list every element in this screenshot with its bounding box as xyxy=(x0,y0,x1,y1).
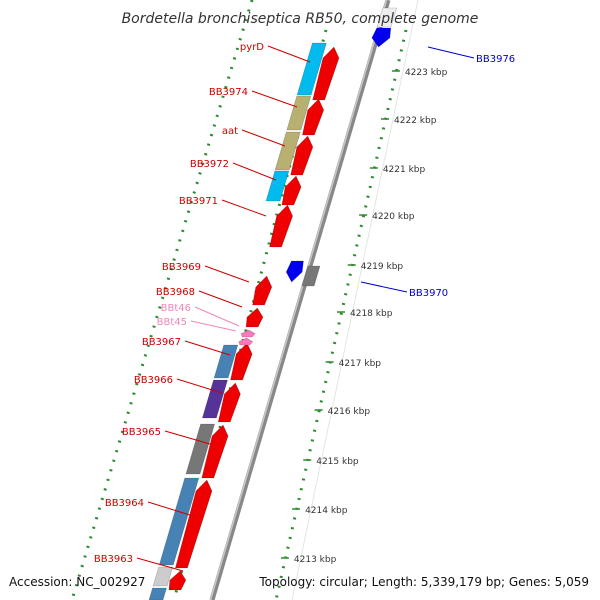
kbp-label: 4223 kbp xyxy=(405,68,448,78)
cds-arrow-bb3965 xyxy=(201,424,229,479)
cds-arrow-bb3963 xyxy=(168,570,187,591)
kbp-label: 4216 kbp xyxy=(328,407,371,417)
leader-line-bb3970 xyxy=(360,281,408,293)
leader-line-bbt45 xyxy=(190,320,237,332)
block-khaki-2 xyxy=(274,131,301,171)
block-purple-1 xyxy=(201,379,228,419)
block-cyan-1 xyxy=(296,42,327,96)
leader-line-bb3969 xyxy=(204,265,250,283)
backbone-line xyxy=(209,0,391,600)
kbp-label: 4214 kbp xyxy=(305,506,348,516)
gene-label-bb3970: BB3970 xyxy=(409,288,448,299)
gene-label-bb3974: BB3974 xyxy=(209,87,248,98)
leader-line-bb3976 xyxy=(427,46,475,59)
cds-arrow-aat xyxy=(290,135,314,176)
kbp-label: 4213 kbp xyxy=(294,555,337,565)
leader-line-bb3963 xyxy=(136,557,184,572)
cds-arrow-bb3971 xyxy=(269,204,293,248)
backbone-highlight xyxy=(209,0,388,600)
gene-label-bb3968: BB3968 xyxy=(156,287,195,298)
leader-line-bb3972 xyxy=(232,162,277,181)
cds-arrow-bb3966 xyxy=(217,382,241,423)
leader-line-bbt46 xyxy=(194,306,240,327)
genome-backbone xyxy=(209,0,391,600)
gene-label-bb3965: BB3965 xyxy=(122,427,161,438)
leader-line-bb3974 xyxy=(251,90,298,108)
cds-arrow-bb3964 xyxy=(174,479,213,569)
leader-line-bb3967 xyxy=(184,340,231,356)
gene-label-bb3964: BB3964 xyxy=(105,498,144,509)
leader-line-aat xyxy=(241,129,286,147)
block-steelblue-1 xyxy=(213,344,239,379)
leader-line-bb3971 xyxy=(221,199,267,217)
leader-line-bb3964 xyxy=(147,501,194,517)
cds-arrow-bb3970-blue xyxy=(285,260,304,283)
kbp-label: 4219 kbp xyxy=(361,262,404,272)
gene-label-bb3963: BB3963 xyxy=(94,554,133,565)
block-steelblue-3 xyxy=(148,587,167,600)
gene-label-bb3971: BB3971 xyxy=(179,196,218,207)
guide-line-outer-right xyxy=(291,0,419,600)
accession-text: Accession: NC_002927 xyxy=(9,575,145,589)
kbp-label: 4222 kbp xyxy=(394,116,437,126)
block-khaki-1 xyxy=(286,95,312,131)
rna-chevron-bbt45 xyxy=(238,337,254,346)
topology-text: Topology: circular; Length: 5,339,179 bp… xyxy=(258,575,589,589)
cds-arrow-bb3969 xyxy=(252,275,273,306)
leader-line-bb3965 xyxy=(164,430,211,445)
kbp-label: 4217 kbp xyxy=(339,359,382,369)
gene-label-bbt46: BBt46 xyxy=(161,303,191,314)
block-cyan-2 xyxy=(265,170,290,202)
block-lightgray-top xyxy=(376,7,398,28)
gene-label-bb3967: BB3967 xyxy=(142,337,181,348)
leader-line-bb3966 xyxy=(176,378,223,394)
kbp-label: 4221 kbp xyxy=(383,165,426,175)
label-leader-lines xyxy=(136,45,475,572)
kbp-label: 4215 kbp xyxy=(316,457,359,467)
block-gray-bb3970 xyxy=(301,265,321,287)
cds-arrow-bb3968 xyxy=(245,307,264,328)
gene-label-bb3966: BB3966 xyxy=(134,375,173,386)
cds-arrow-bb3974 xyxy=(302,98,325,136)
gene-label-bb3972: BB3972 xyxy=(190,159,229,170)
kbp-label: 4220 kbp xyxy=(372,212,415,222)
block-gray-1 xyxy=(185,423,216,475)
gene-label-aat: aat xyxy=(222,126,238,137)
gene-label-bbt45: BBt45 xyxy=(157,317,187,328)
rna-chevron-bbt46 xyxy=(240,329,256,338)
map-title: Bordetella bronchiseptica RB50, complete… xyxy=(122,11,479,27)
gene-label-pyrd: pyrD xyxy=(240,42,264,53)
leader-line-bb3968 xyxy=(198,290,243,308)
kbp-scale: 4223 kbp 4222 kbp 4221 kbp 4220 kbp 4219 kbp… xyxy=(280,68,448,565)
gene-label-bb3969: BB3969 xyxy=(162,262,201,273)
cds-arrow-bb3967 xyxy=(230,342,253,381)
kbp-label: 4218 kbp xyxy=(350,309,393,319)
cds-arrow-bb3972 xyxy=(281,175,302,206)
cds-arrow-bb3976 xyxy=(371,27,392,48)
block-steelblue-2 xyxy=(158,477,200,566)
gene-label-bb3976: BB3976 xyxy=(476,54,515,65)
gene-labels: pyrD BB3974 aat BB3972 BB3971 BB3969 BB3968 BBt… xyxy=(94,42,515,565)
leader-line-pyrd xyxy=(267,45,311,63)
feature-blocks xyxy=(148,7,398,600)
